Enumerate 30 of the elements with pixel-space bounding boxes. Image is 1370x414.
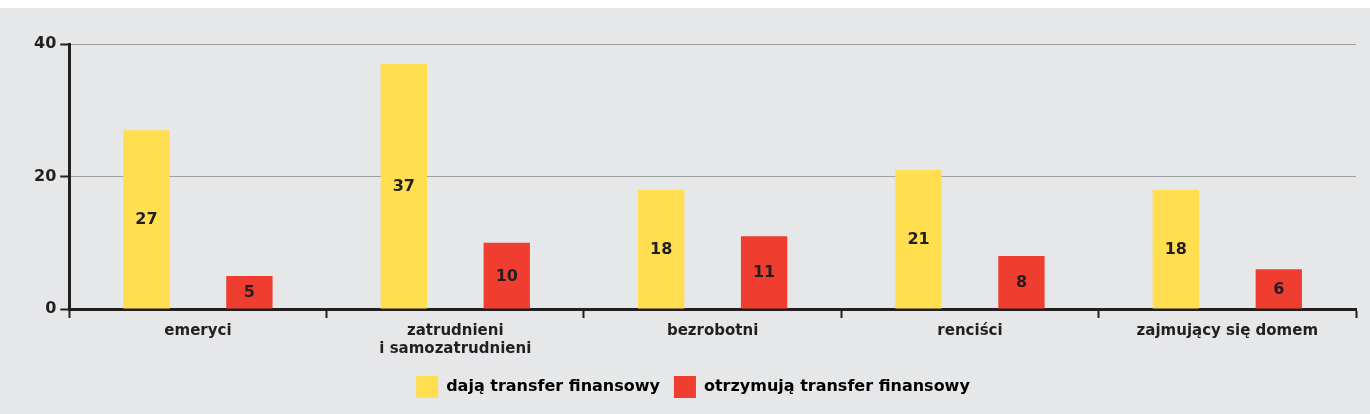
bar: [895, 169, 942, 309]
data-label: 18: [1164, 239, 1187, 259]
bar: [998, 256, 1045, 309]
bar: [380, 63, 427, 309]
x-tick-label: bezrobotni: [666, 320, 759, 339]
bar: [483, 242, 530, 309]
data-label: 6: [1273, 279, 1285, 299]
x-tick-label: zajmujący się domem: [1136, 320, 1319, 339]
bar: [226, 275, 273, 309]
data-label: 8: [1015, 272, 1028, 292]
data-label: 37: [392, 176, 415, 196]
y-tick-label: 20: [34, 165, 57, 185]
bar: [1152, 189, 1200, 309]
y-tick-label: 40: [34, 33, 57, 53]
x-tick-label: renciści: [937, 320, 1003, 339]
bar: [1255, 269, 1302, 309]
bar: [123, 130, 170, 309]
data-label: 18: [650, 239, 673, 259]
data-label: 5: [243, 282, 255, 302]
data-label: 21: [907, 229, 930, 249]
y-tick-label: 0: [45, 298, 57, 318]
legend-label: dają transfer finansowy: [446, 376, 661, 396]
bar: [740, 236, 788, 309]
data-label: 10: [495, 265, 518, 285]
bar: [638, 189, 685, 309]
legend-label: otrzymują transfer finansowy: [703, 376, 971, 396]
x-tick-label: zatrudnieni i samozatrudnieni: [379, 320, 532, 357]
data-label: 27: [135, 209, 158, 229]
data-label: 11: [752, 262, 776, 282]
x-tick-label: emeryci: [164, 320, 232, 339]
